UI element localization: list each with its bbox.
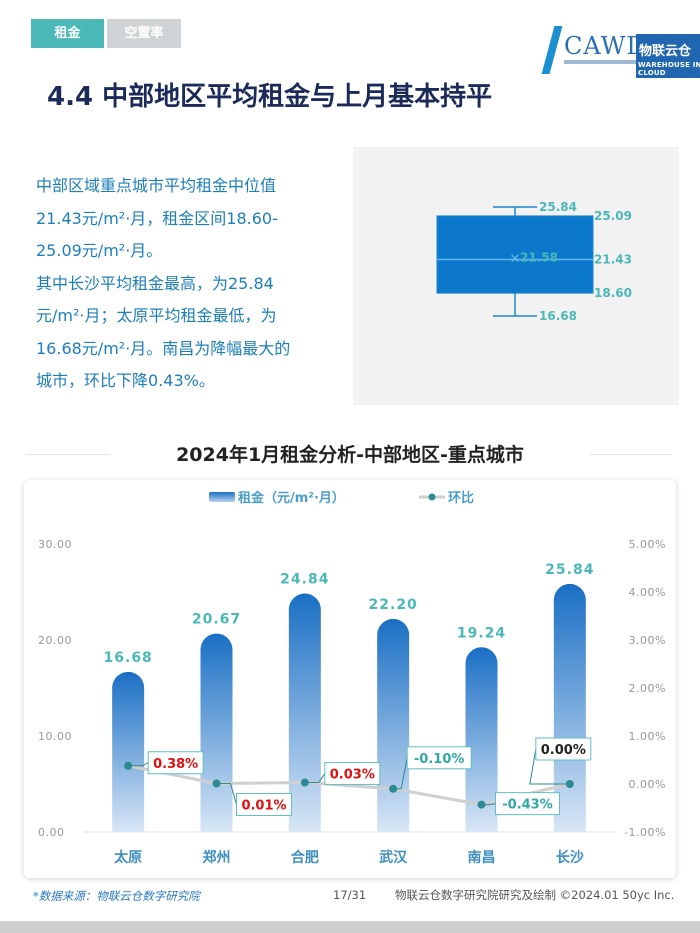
summary-line: 其中长沙平均租金最高，为25.84 <box>36 273 274 293</box>
line-point <box>565 780 574 788</box>
summary-line: 25.09元/m²·月。 <box>36 241 163 260</box>
y-left-tick-label: 0.00 <box>38 826 65 839</box>
top-tabs: 租金 空置率 <box>31 19 181 48</box>
x-tick-label: 武汉 <box>379 849 408 866</box>
line-callout-connector <box>304 773 326 784</box>
bar-value-label: 22.20 <box>369 597 418 613</box>
x-tick-label: 郑州 <box>203 849 231 866</box>
bar-series: 16.68 20.67 24.84 22.20 19.24 25.84 <box>104 562 594 832</box>
line-callout-connector <box>529 748 570 785</box>
x-tick-label: 合肥 <box>291 849 319 866</box>
boxplot-q3-label: 25.09 <box>594 209 632 223</box>
line-value-label: 0.03% <box>330 768 375 783</box>
bar <box>200 633 233 832</box>
line-value-label: 0.01% <box>241 799 286 814</box>
cawd-logo: CAWD 物联云仓 WAREHOUSE IN CLOUD <box>540 24 700 78</box>
logo-brand-subtext: WAREHOUSE IN CLOUD <box>638 61 700 77</box>
boxplot-mean-label: 21.58 <box>520 251 558 265</box>
line-value-label: 0.00% <box>541 743 586 758</box>
boxplot-box <box>436 215 594 294</box>
x-tick-label: 南昌 <box>468 849 496 866</box>
legend-bar-label[interactable]: 租金（元/m²·月） <box>238 490 345 506</box>
summary-text: 中部区域重点城市平均租金中位值 21.43元/m²·月，租金区间18.60- 2… <box>36 170 336 398</box>
y-right-tick-label: 2.00% <box>629 682 666 695</box>
y-left-tick-label: 20.00 <box>38 634 72 647</box>
y-right-tick-label: 3.00% <box>629 634 666 647</box>
line-callout-box <box>324 762 381 786</box>
line-point <box>477 800 486 809</box>
credit-text: 物联云仓数字研究院研究及绘制 ©2024.01 50yc Inc. <box>395 888 675 902</box>
line-point <box>389 784 398 793</box>
y-right-tick-label: 5.00% <box>629 538 666 551</box>
y-left-tick-label: 10.00 <box>38 730 72 743</box>
bar-value-label: 19.24 <box>457 625 506 641</box>
page-title: 4.4 中部地区平均租金与上月基本持平 <box>47 82 493 112</box>
line-callout-box <box>406 746 472 770</box>
page-number: 17/31 <box>333 888 367 902</box>
boxplot-median-label: 21.43 <box>594 252 632 266</box>
bar <box>553 583 586 832</box>
boxplot-svg: × 21.58 25.84 16.68 25.09 21.43 18.60 <box>436 200 632 323</box>
boxplot-mean-marker: × <box>510 252 521 267</box>
rent-chart: 租金（元/m²·月） 环比 0.0010.0020.0030.00-1.00%0… <box>38 490 666 866</box>
boxplot-q1-label: 18.60 <box>594 286 632 300</box>
bar-value-label: 24.84 <box>280 572 329 588</box>
tab-vacancy[interactable]: 空置率 <box>107 19 181 48</box>
legend-line-label[interactable]: 环比 <box>448 490 474 506</box>
bar <box>377 618 410 832</box>
bar <box>112 671 145 832</box>
bar <box>288 593 321 832</box>
chart-card: 租金（元/m²·月） 环比 0.00 10.00 20.00 30.00 -1.00% 0… <box>24 480 676 878</box>
summary-line: 中部区域重点城市平均租金中位值 <box>36 176 277 195</box>
x-tick-label: 长沙 <box>556 849 584 866</box>
bottom-bar <box>0 921 700 933</box>
line-callout-box <box>147 751 204 775</box>
line-callout-connector <box>128 762 149 767</box>
logo-cawd-subtitle-bar <box>564 60 639 64</box>
legend-bar-swatch <box>209 492 235 502</box>
line-callout-box <box>535 737 592 761</box>
boxplot-panel: × 21.58 25.84 16.68 25.09 21.43 18.60 <box>353 147 679 405</box>
y-right-tick-label: 1.00% <box>629 730 666 743</box>
bar-value-label: 20.67 <box>192 612 241 628</box>
line-callout-connector <box>216 783 237 805</box>
summary-line: 元/m²·月；太原平均租金最低，为 <box>36 306 277 325</box>
line-callout-box <box>495 792 560 816</box>
line-series: 0.38% 0.01% 0.03% -0.10% -0.43% 0.00% <box>124 737 592 817</box>
summary-line: 16.68元/m²·月。南昌为降幅最大的 <box>36 338 291 358</box>
line-value-label: 0.38% <box>153 757 198 772</box>
logo-cawd-text: CAWD <box>564 32 647 60</box>
bar-value-label: 16.68 <box>104 650 153 666</box>
x-tick-label: 太原 <box>114 849 142 866</box>
line-value-label: -0.43% <box>502 798 553 813</box>
y-left-tick-label: 30.00 <box>38 538 72 551</box>
chart-axes: 0.00 10.00 20.00 30.00 -1.00% 0.00% 1.00% 2.00%… <box>38 538 666 866</box>
logo-brand-box <box>636 34 700 78</box>
logo-slash <box>541 26 563 74</box>
line-value-label: -0.10% <box>414 752 465 767</box>
logo-brand-text: 物联云仓 <box>639 44 692 59</box>
line-point <box>212 779 221 788</box>
boxplot-max-label: 25.84 <box>539 200 577 214</box>
line-point <box>124 761 133 770</box>
boxplot-min-label: 16.68 <box>539 309 577 323</box>
data-source-note: *数据来源：物联云仓数字研究院 <box>33 889 200 903</box>
summary-line: 21.43元/m²·月，租金区间18.60- <box>36 208 278 228</box>
bar-value-label: 25.84 <box>545 562 594 578</box>
line-point <box>300 778 309 787</box>
legend-line-marker <box>428 493 436 501</box>
chart-title: 2024年1月租金分析-中部地区-重点城市 <box>110 437 590 473</box>
y-right-tick-label: -1.00% <box>624 826 666 839</box>
bar <box>465 647 498 832</box>
y-right-tick-label: 4.00% <box>629 586 666 599</box>
tab-rent[interactable]: 租金 <box>31 19 104 48</box>
line-callout-box <box>236 793 292 817</box>
summary-line: 城市，环比下降0.43%。 <box>36 371 215 390</box>
y-right-tick-label: 0.00% <box>629 778 666 791</box>
